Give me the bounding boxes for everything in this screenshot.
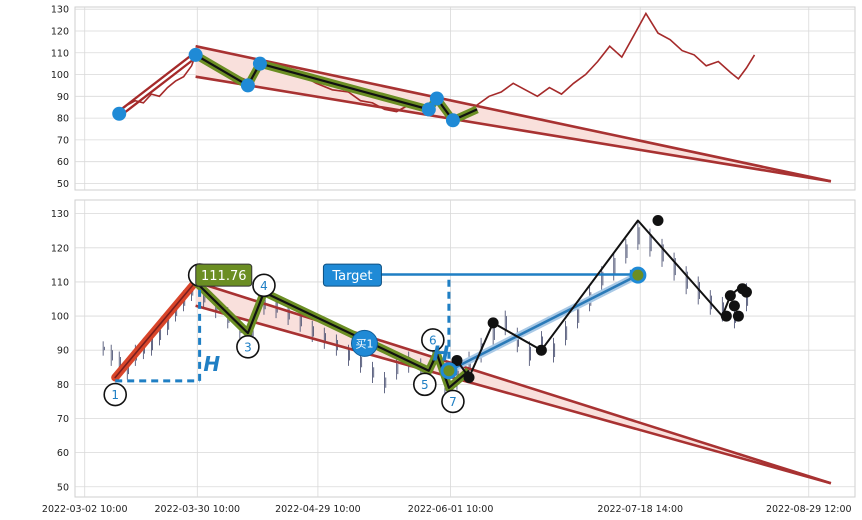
target-path-inner	[448, 273, 639, 372]
y-tick-label: 80	[57, 380, 69, 391]
continuation-point	[487, 317, 499, 329]
continuation-point	[535, 344, 547, 356]
pivot-point	[429, 91, 444, 106]
height-label: H	[203, 352, 220, 376]
pivot-marker	[103, 382, 128, 407]
pivot-label: 4	[260, 279, 268, 293]
pivot-marker	[421, 328, 445, 352]
buy-point-label: 买1	[355, 337, 373, 350]
y-tick-label: 80	[57, 114, 69, 125]
pivot-point	[112, 106, 127, 121]
continuation-point	[740, 286, 752, 298]
continuation-point	[728, 300, 740, 312]
y-tick-label: 110	[51, 48, 69, 59]
target-tag-label: Target	[331, 269, 372, 284]
wedge-upper-line	[195, 280, 832, 485]
target-tag-box	[322, 263, 382, 287]
y-tick-label: 130	[51, 209, 69, 220]
continuation-point	[732, 310, 744, 322]
y-tick-label: 70	[57, 135, 69, 146]
plot-frame	[74, 199, 856, 498]
x-tick-label: 2022-03-02 10:00	[42, 504, 128, 515]
pivot-label: 5	[421, 378, 429, 392]
x-tick-label: 2022-07-18 14:00	[597, 504, 683, 515]
wedge-lower-line	[195, 304, 832, 485]
pivot-point	[445, 113, 460, 128]
pivot-marker	[252, 273, 276, 298]
pivot-marker	[412, 372, 437, 397]
price-tag-label: 111.76	[201, 269, 247, 284]
y-tick-label: 90	[57, 346, 69, 357]
pattern-path-inner	[194, 281, 470, 389]
x-tick-label: 2022-08-29 12:00	[766, 504, 852, 515]
y-tick-label: 100	[51, 312, 69, 323]
top-price-panel: 50 60 70 80 90 100 110 120 130	[51, 5, 856, 191]
pivot-point	[421, 102, 436, 117]
bottom-pattern-panel: 50 60 70 80 90 100 110 120 130 1 3 4 5 6 7 买1 111.76 Targ…	[51, 199, 856, 498]
continuation-point	[451, 354, 463, 366]
wedge-upper-line	[195, 44, 832, 183]
pivot-point	[188, 47, 203, 62]
y-tick-label: 60	[57, 157, 69, 168]
pivot-marker	[441, 389, 465, 414]
x-tick-label: 2022-04-29 10:00	[275, 504, 361, 515]
pivot-point	[240, 78, 255, 93]
continuation-point	[720, 310, 732, 322]
target-endpoint	[440, 362, 458, 380]
pivot-label: 1	[111, 388, 119, 402]
continuation-point	[463, 372, 475, 384]
y-tick-label: 120	[51, 26, 69, 37]
pivot-label: 6	[429, 333, 437, 347]
target-endpoint	[629, 266, 647, 284]
x-tick-label: 2022-06-01 10:00	[408, 504, 494, 515]
continuation-point	[652, 214, 664, 226]
price-tag-box	[195, 263, 253, 287]
pivot-point	[252, 56, 267, 71]
y-tick-label: 50	[57, 179, 69, 190]
x-axis: 2022-03-02 10:00 2022-03-30 10:00 2022-04-…	[42, 504, 852, 515]
y-tick-label: 60	[57, 448, 69, 459]
y-tick-label: 100	[51, 70, 69, 81]
pivot-marker	[236, 334, 260, 359]
x-tick-label: 2022-03-30 10:00	[154, 504, 240, 515]
continuation-point	[724, 290, 736, 302]
y-tick-label: 70	[57, 414, 69, 425]
pivot-label: 3	[244, 340, 252, 354]
y-tick-label: 90	[57, 92, 69, 103]
lead-in-core	[114, 281, 197, 379]
y-tick-label: 130	[51, 5, 69, 16]
buy-point-marker	[350, 329, 378, 357]
y-tick-label: 110	[51, 277, 69, 288]
height-label: H	[433, 342, 450, 366]
y-tick-label: 50	[57, 482, 69, 493]
lead-in-highlight	[117, 53, 197, 116]
y-tick-label: 120	[51, 243, 69, 254]
pivot-label: 7	[449, 395, 457, 409]
wedge-lower-line	[195, 75, 832, 183]
